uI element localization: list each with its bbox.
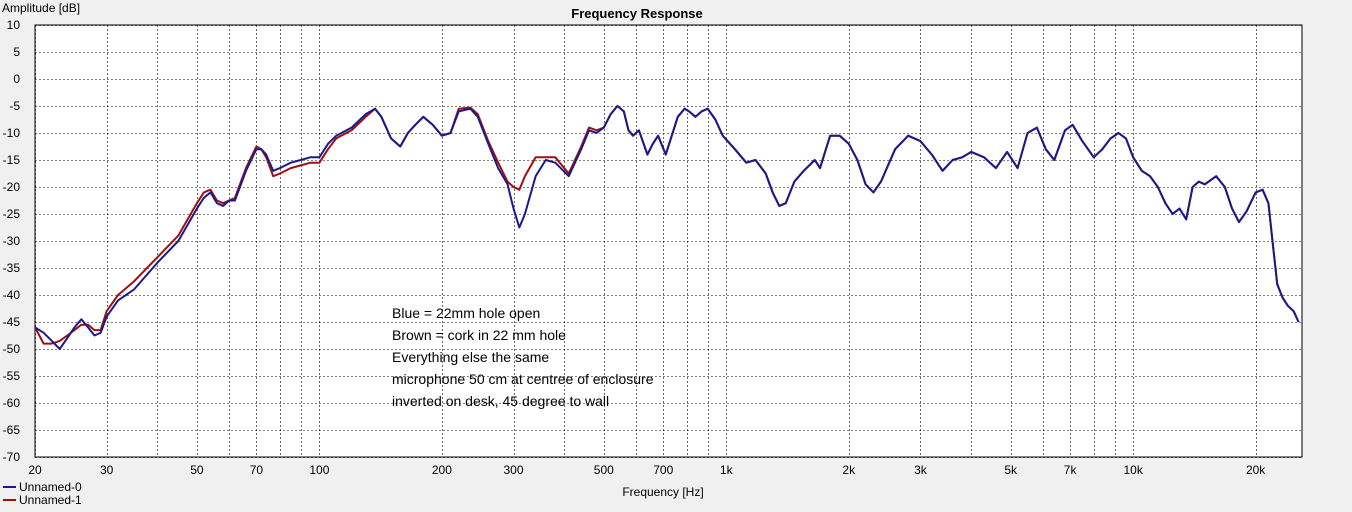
- y-tick-label: -5: [9, 99, 20, 113]
- x-tick-label: 7k: [1064, 463, 1078, 477]
- y-tick-label: -20: [3, 180, 21, 194]
- annotation-line: Brown = cork in 22 mm hole: [392, 327, 566, 343]
- x-tick-label: 3k: [914, 463, 928, 477]
- x-tick-label: 300: [504, 463, 524, 477]
- x-tick-label: 20: [28, 463, 42, 477]
- x-tick-label: 1k: [720, 463, 734, 477]
- legend: Unnamed-0 Unnamed-1: [3, 480, 82, 507]
- y-tick-label: -65: [3, 423, 21, 437]
- x-tick-label: 700: [653, 463, 673, 477]
- x-tick-label: 10k: [1123, 463, 1143, 477]
- y-tick-label: -35: [3, 261, 21, 275]
- x-tick-label: 70: [250, 463, 264, 477]
- y-tick-label: -40: [3, 288, 21, 302]
- chart-title: Frequency Response: [571, 6, 703, 21]
- y-tick-label: -45: [3, 315, 21, 329]
- annotation-line: inverted on desk, 45 degree to wall: [392, 393, 609, 409]
- series-layer: [35, 105, 1300, 350]
- y-tick-label: -30: [3, 234, 21, 248]
- x-tick-label: 5k: [1004, 463, 1018, 477]
- y-axis-label: Amplitude [dB]: [2, 1, 80, 15]
- x-axis-label: Frequency [Hz]: [622, 485, 703, 499]
- x-tick-label: 200: [432, 463, 452, 477]
- annotation-line: microphone 50 cm at centree of enclosure: [392, 371, 654, 387]
- grid: [35, 25, 1302, 458]
- y-tick-label: -55: [3, 369, 21, 383]
- x-tick-labels: 20 30 50 70 100 200 300 500 700 1k 2k 3k 5k 7k 10k 20k: [28, 463, 1266, 477]
- y-tick-label: -15: [3, 153, 21, 167]
- legend-label-0: Unnamed-0: [19, 480, 82, 494]
- y-tick-label: -60: [3, 396, 21, 410]
- y-tick-label: -25: [3, 207, 21, 221]
- y-tick-label: -10: [3, 126, 21, 140]
- y-tick-label: -70: [3, 450, 21, 464]
- x-tick-label: 50: [190, 463, 204, 477]
- y-tick-labels: 10 5 0 -5 -10 -15 -20 -25 -30 -35 -40 -45 -50 -55 -60 -…: [3, 18, 21, 464]
- x-tick-label: 30: [100, 463, 114, 477]
- y-tick-label: 10: [7, 18, 21, 32]
- series-line-0: [35, 105, 1300, 350]
- x-tick-label: 2k: [842, 463, 856, 477]
- y-tick-label: 0: [13, 72, 20, 86]
- annotation-line: Everything else the same: [392, 349, 549, 365]
- x-tick-label: 100: [309, 463, 329, 477]
- y-tick-label: 5: [13, 45, 20, 59]
- y-tick-label: -50: [3, 342, 21, 356]
- legend-label-1: Unnamed-1: [19, 493, 82, 507]
- annotation-line: Blue = 22mm hole open: [392, 305, 540, 321]
- x-tick-label: 20k: [1246, 463, 1266, 477]
- x-tick-label: 500: [594, 463, 614, 477]
- plot-area: [34, 24, 1303, 458]
- annotation-text: Blue = 22mm hole open Brown = cork in 22…: [392, 305, 654, 409]
